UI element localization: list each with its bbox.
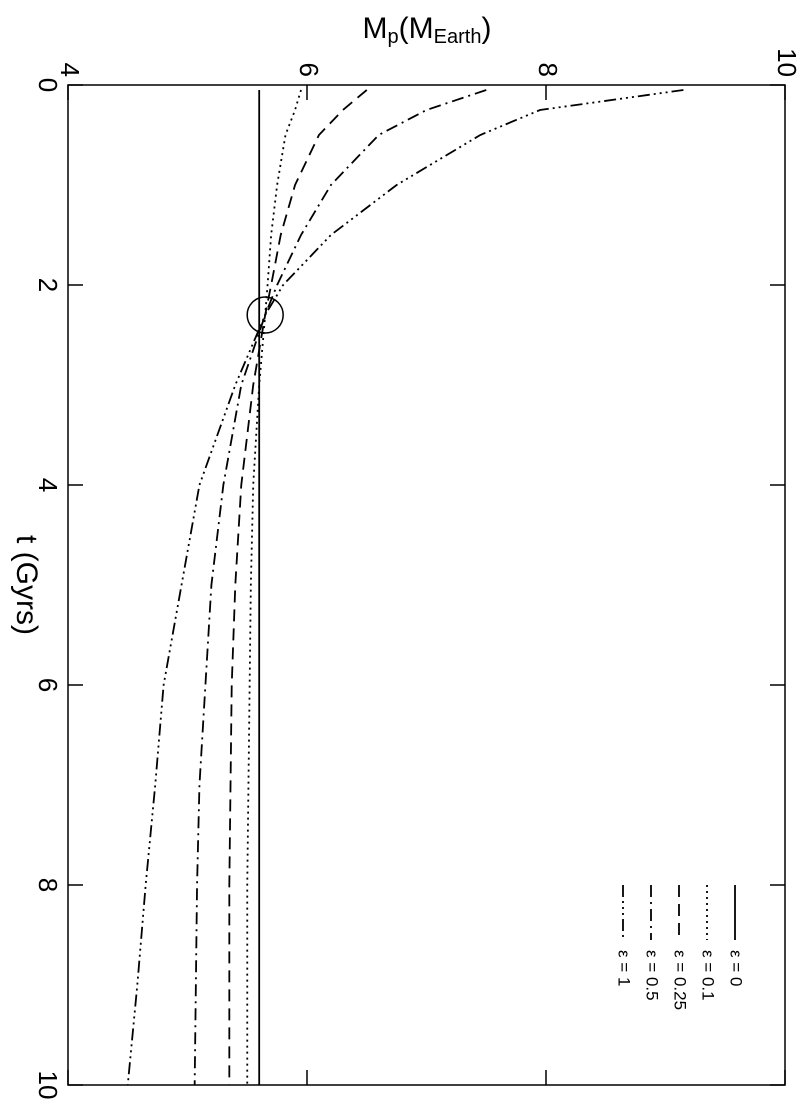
y-title-part: p [388,26,399,48]
legend-label: ε = 1 [615,950,634,986]
legend-label: ε = 0.5 [643,950,662,1001]
y-title-part: (M [399,12,434,45]
x-tick-label: 8 [33,878,63,892]
y-tick-label: 10 [772,48,802,77]
x-axis-title: t (Gyrs) [10,535,43,635]
plot-frame [67,84,786,1086]
line-series [246,89,302,1085]
x-tick-label: 6 [33,678,63,692]
line-series [126,89,684,1086]
y-title-part: ) [481,12,491,45]
y-title-part: M [363,12,388,45]
x-tick-label: 10 [33,1071,63,1100]
y-title-part: Earth [434,26,482,48]
y-axis-title: Mp(MEarth) [363,12,492,48]
x-tick-label: 0 [33,78,63,92]
y-tick-label: 6 [294,63,324,77]
y-tick-label: 8 [533,63,563,77]
x-tick-label: 4 [33,478,63,492]
x-tick-label: 2 [33,278,63,292]
rotated-plot: t (Gyrs) Mp(MEarth) 0 2 4 6 8 10 4 6 8 10 ε = 0 ε =… [10,12,802,1100]
legend-label: ε = 0 [727,950,746,986]
highlight-marker [246,296,284,334]
line-series [228,89,368,1085]
legend-label: ε = 0.1 [699,950,718,1001]
legend-label: ε = 0.25 [671,950,690,1010]
y-tick-label: 4 [55,63,85,77]
line-series [193,89,487,1086]
